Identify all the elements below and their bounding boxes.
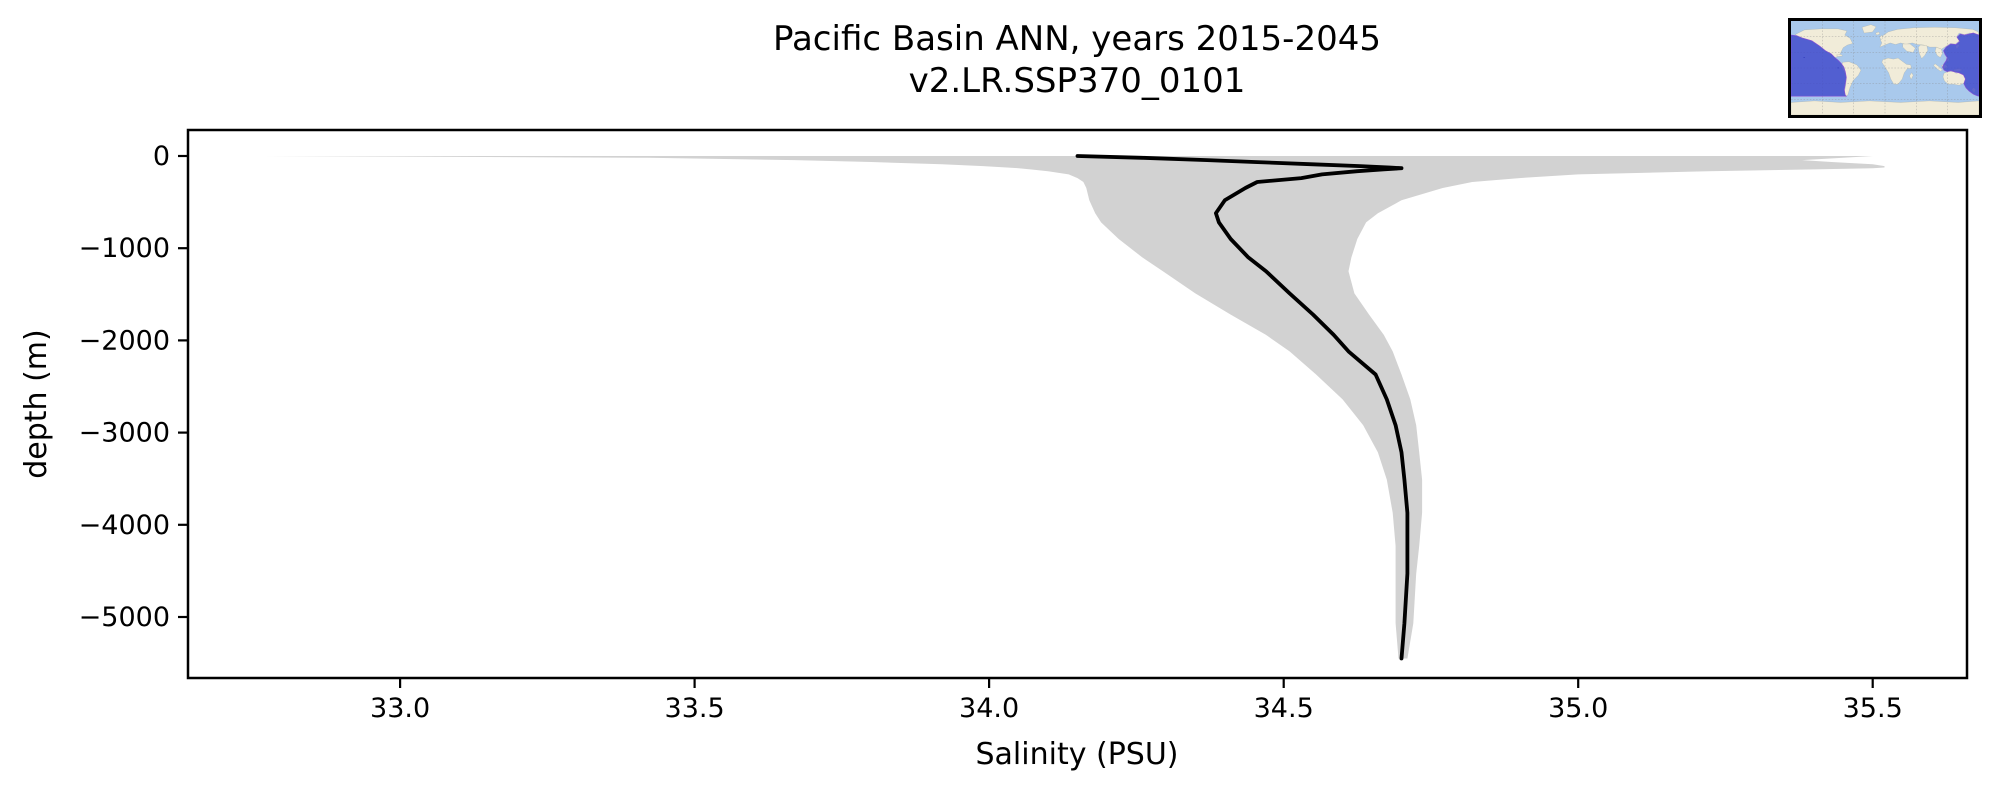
y-tick-label: −2000 xyxy=(79,325,170,356)
pacific-basin-region xyxy=(1791,32,1979,97)
y-tick-label: −4000 xyxy=(79,510,170,541)
x-tick-label: 35.5 xyxy=(1843,693,1903,724)
plot-frame xyxy=(186,128,1969,680)
chart-title: Pacific Basin ANN, years 2015-2045 xyxy=(773,19,1381,59)
x-tick-label: 35.0 xyxy=(1548,693,1608,724)
y-axis: 0 −1000 −2000 −3000 −4000 −5000 xyxy=(79,141,188,633)
minmax-envelope-band xyxy=(264,156,1885,659)
x-axis-label: Salinity (PSU) xyxy=(976,737,1179,772)
world-map xyxy=(1791,21,1979,115)
inset-map xyxy=(1788,18,1982,118)
map-land xyxy=(1791,24,1979,115)
y-tick-label: −5000 xyxy=(79,602,170,633)
x-tick-label: 34.0 xyxy=(959,693,1019,724)
y-tick-label: −3000 xyxy=(79,418,170,449)
y-tick-label: −1000 xyxy=(79,233,170,264)
x-tick-label: 33.0 xyxy=(370,693,430,724)
x-tick-label: 34.5 xyxy=(1254,693,1314,724)
y-tick-label: 0 xyxy=(153,141,170,172)
chart-subtitle: v2.LR.SSP370_0101 xyxy=(909,61,1246,101)
mean-salinity-line xyxy=(1075,154,1410,661)
x-tick-label: 33.5 xyxy=(665,693,725,724)
y-axis-label: depth (m) xyxy=(19,329,54,479)
plot-area xyxy=(186,128,1969,680)
x-axis: 33.0 33.5 34.0 34.5 35.0 35.5 xyxy=(370,678,1903,724)
